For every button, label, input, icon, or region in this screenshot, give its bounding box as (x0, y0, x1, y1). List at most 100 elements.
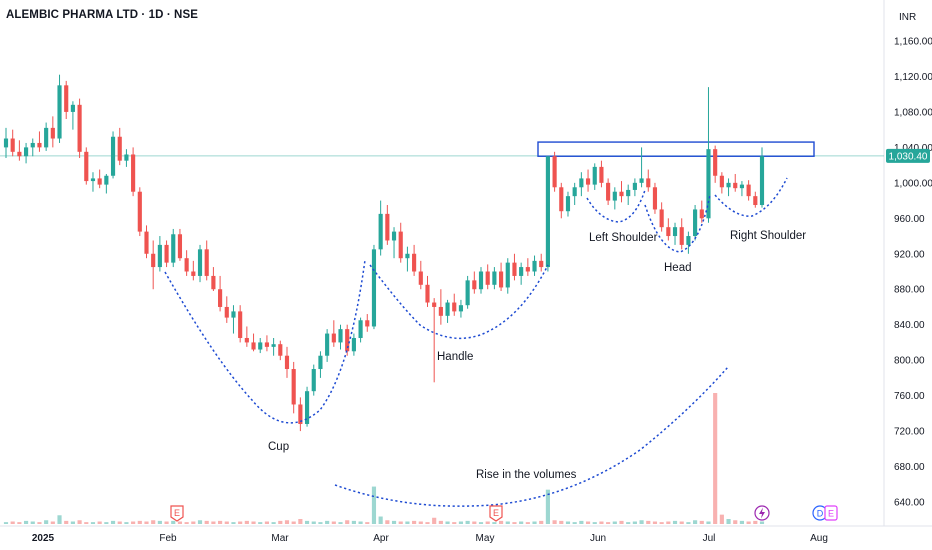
volume-bar (97, 521, 102, 524)
volume-bar (197, 520, 203, 524)
earnings-marker-letter: E (493, 508, 499, 518)
volume-bar (592, 522, 597, 524)
volume-bar (304, 520, 310, 524)
y-tick-label: 1,040.00 (894, 143, 932, 154)
lightning-icon[interactable] (759, 507, 765, 519)
candle-body (191, 271, 196, 276)
volume-bar (646, 520, 651, 524)
candle-body (231, 311, 236, 318)
volume-bar (445, 521, 450, 524)
last-price-badge: 1,030.40 (886, 148, 930, 163)
candle-body (606, 182, 611, 201)
x-tick-label: Mar (271, 533, 289, 544)
volume-bar (44, 520, 49, 524)
volume-bar (37, 522, 42, 524)
volume-bar (298, 519, 303, 524)
candle-body (264, 342, 269, 347)
volume-bar (585, 521, 591, 524)
volume-bar (666, 521, 671, 524)
event-markers[interactable]: E E D E (170, 505, 838, 522)
candle-body (117, 136, 122, 161)
volume-bar (478, 522, 484, 524)
price-axis[interactable]: INR 1,160.00 1,120.00 1,080.00 1,040.00 1,00… (883, 0, 932, 526)
earnings-marker[interactable]: E (824, 505, 838, 521)
x-tick-label: May (476, 533, 495, 544)
volume-bar (706, 521, 711, 524)
candle-body (338, 329, 343, 343)
volume-bar (572, 522, 577, 524)
volume-bar (672, 520, 678, 524)
lightning-marker[interactable] (754, 505, 770, 521)
volume-bar (157, 520, 162, 524)
earnings-marker-icon[interactable] (170, 505, 184, 522)
volume-bar (164, 521, 169, 524)
x-tick-label: Apr (373, 533, 389, 544)
volume-bar (659, 522, 664, 524)
candle-body (110, 136, 116, 176)
volumes-label: Rise in the volumes (476, 469, 577, 481)
volume-bar (104, 522, 109, 524)
earnings-marker[interactable]: E (489, 505, 503, 522)
right-shoulder-label: Right Shoulder (730, 230, 806, 242)
candle-body (572, 187, 577, 197)
candle-body (325, 333, 330, 356)
volume-bar (619, 520, 624, 524)
candle-body (385, 213, 390, 241)
candle-body (686, 236, 691, 245)
volume-bar (652, 521, 658, 524)
candle-body (251, 342, 256, 350)
handle-curve (369, 264, 549, 340)
candle-body (157, 244, 162, 268)
candle-body (632, 182, 637, 190)
candle-body (10, 138, 15, 152)
candle-body (666, 227, 671, 237)
candle-body (271, 344, 276, 347)
candle-body (391, 231, 397, 241)
candle-body (204, 249, 209, 276)
candle-body (331, 333, 336, 343)
candle-body (585, 178, 591, 185)
volume-bar (284, 520, 290, 524)
candle-body (445, 302, 450, 316)
resistance-zone-box[interactable] (537, 141, 815, 157)
candle-body (519, 267, 524, 276)
volume-bar (391, 520, 397, 524)
candle-body (472, 280, 477, 290)
dividend-marker-letter: D (817, 509, 824, 519)
earnings-marker-icon[interactable] (489, 505, 503, 522)
volume-bar (746, 521, 751, 524)
candle-body (626, 189, 631, 197)
earnings-marker-icon[interactable] (824, 505, 838, 521)
volume-bar (117, 521, 122, 524)
candle-body (739, 184, 745, 189)
time-axis[interactable]: 2025 Feb Mar Apr May Jun Jul Aug (32, 533, 828, 544)
volume-bar (211, 521, 216, 524)
volume-bar (539, 520, 544, 524)
left-shoulder-curve (586, 189, 646, 223)
candle-body (284, 355, 290, 370)
candle-body (505, 262, 510, 288)
candle-body (64, 85, 69, 112)
right-shoulder-curve (714, 177, 788, 217)
y-tick-label: 640.00 (894, 498, 925, 509)
candle-body (485, 271, 490, 285)
volume-bar (358, 521, 363, 524)
volume-bar (545, 489, 550, 524)
candle-body (164, 244, 169, 263)
candle-body (679, 227, 684, 245)
volume-bar (90, 522, 96, 524)
candle-body (706, 149, 711, 219)
volume-bar (452, 522, 457, 524)
y-tick-label: 920.00 (894, 249, 925, 260)
x-tick-label: Jul (703, 533, 716, 544)
candle-body (599, 166, 604, 183)
candle-body (37, 142, 42, 148)
volume-bar (23, 520, 29, 524)
candle-body (197, 249, 203, 276)
earnings-marker[interactable]: E (170, 505, 184, 522)
volume-bar (639, 520, 644, 524)
candle-body (559, 187, 564, 212)
volume-bar (70, 521, 75, 524)
candle-body (278, 344, 283, 356)
